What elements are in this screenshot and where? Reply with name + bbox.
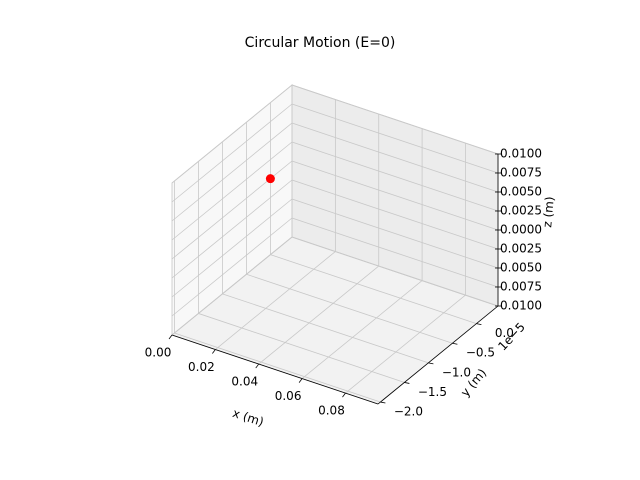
z-tick-label: 0.0075 bbox=[500, 280, 542, 294]
x-tick bbox=[298, 378, 303, 383]
grid-line bbox=[301, 280, 423, 379]
x-tick bbox=[212, 349, 216, 354]
y-tick bbox=[380, 401, 386, 404]
y-tick-label: −0.5 bbox=[466, 346, 495, 360]
x-axis-label: x (m) bbox=[231, 406, 266, 429]
grid-line bbox=[291, 84, 499, 155]
z-tick-label: 0.0025 bbox=[500, 242, 542, 256]
x-tick-label: 0.06 bbox=[275, 389, 302, 403]
y-tick-label: −1.5 bbox=[418, 385, 447, 399]
z-tick-label: 0.0100 bbox=[500, 299, 542, 313]
z-tick-label: 0.0050 bbox=[500, 261, 542, 275]
grid-line bbox=[198, 313, 405, 383]
grid-line bbox=[258, 265, 379, 365]
x-tick bbox=[342, 392, 346, 398]
x-tick-label: 0.02 bbox=[188, 360, 215, 374]
grid-line bbox=[291, 141, 499, 212]
grid-line bbox=[171, 217, 293, 317]
grid-line bbox=[171, 103, 293, 203]
grid-line bbox=[291, 179, 499, 250]
x-tick bbox=[255, 363, 260, 369]
x-tick-label: 0.04 bbox=[231, 375, 258, 389]
y-tick bbox=[404, 382, 410, 384]
grid-line bbox=[215, 251, 336, 350]
grid-line bbox=[171, 122, 293, 222]
x-tick-label: 0.00 bbox=[145, 346, 172, 360]
grid-line bbox=[291, 236, 499, 307]
grid-line bbox=[171, 141, 293, 241]
y-tick-label: −1.0 bbox=[442, 365, 471, 379]
y-tick-label: 0.0 bbox=[495, 326, 514, 340]
grid-line bbox=[270, 254, 477, 325]
y-tick-label: −2.0 bbox=[394, 405, 423, 419]
chart-title: Circular Motion (E=0) bbox=[245, 35, 396, 51]
grid-line bbox=[246, 273, 453, 344]
grid-line bbox=[291, 198, 499, 269]
grid-line bbox=[174, 332, 381, 403]
grid-line bbox=[171, 179, 293, 279]
grid-line bbox=[222, 293, 429, 364]
grid-line bbox=[171, 198, 293, 298]
grid-line bbox=[291, 103, 499, 174]
y-tick bbox=[452, 342, 458, 345]
grid-line bbox=[171, 236, 293, 336]
grid-line bbox=[171, 84, 293, 184]
grid-line bbox=[291, 160, 499, 231]
axis-line bbox=[171, 334, 379, 405]
z-tick-label: 0.0025 bbox=[500, 204, 542, 218]
z-axis-label: z (m) bbox=[540, 196, 557, 228]
z-tick-label: 0.0075 bbox=[500, 166, 542, 180]
x-tick bbox=[168, 334, 173, 340]
grid-line bbox=[291, 122, 499, 193]
axis-line bbox=[377, 305, 499, 405]
grid-line bbox=[291, 217, 499, 288]
z-tick-label: 0.0050 bbox=[500, 185, 542, 199]
y-tick bbox=[428, 362, 434, 365]
point bbox=[265, 174, 275, 184]
z-tick-label: 0.0000 bbox=[500, 223, 542, 237]
y-tick bbox=[476, 323, 482, 326]
grid-line bbox=[345, 294, 466, 394]
x-tick-label: 0.08 bbox=[318, 404, 345, 418]
z-tick-label: 0.0100 bbox=[500, 147, 542, 161]
